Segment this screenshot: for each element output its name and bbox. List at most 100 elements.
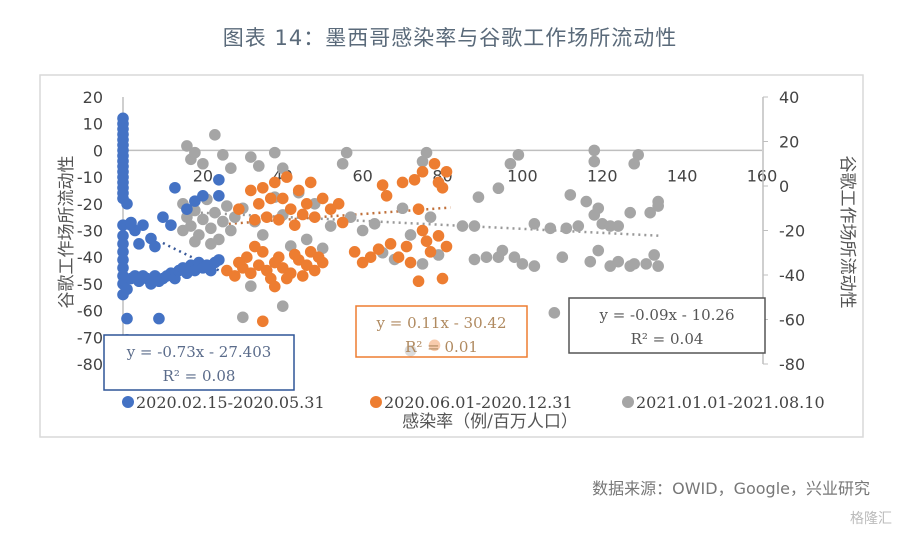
- data-point-series-2: [304, 176, 317, 189]
- y-axis-label: 谷歌工作场所流动性: [57, 156, 77, 309]
- x-tick-label: 120: [587, 166, 618, 185]
- data-point-series-1: [117, 238, 129, 250]
- data-point-series-2: [260, 211, 273, 223]
- source-note: 数据来源：OWID，Google，兴业研究: [592, 479, 870, 498]
- data-point-series-3: [528, 218, 541, 230]
- data-point-series-2: [408, 173, 421, 186]
- legend-marker: [122, 396, 134, 408]
- data-point-series-3: [528, 260, 541, 272]
- data-point-series-2: [280, 171, 293, 183]
- data-point-series-3: [205, 222, 217, 235]
- data-point-series-2: [300, 198, 313, 210]
- data-point-series-3: [181, 211, 193, 223]
- data-point-series-3: [560, 222, 573, 235]
- legend-item-1: 2020.02.15-2020.05.31: [122, 393, 325, 412]
- data-point-series-1: [125, 216, 137, 229]
- data-point-series-3: [268, 146, 281, 159]
- data-point-series-1: [149, 240, 161, 253]
- data-point-series-3: [256, 229, 269, 241]
- trend-r-squared: R² = 0.01: [405, 338, 478, 356]
- data-point-series-2: [392, 251, 405, 263]
- data-point-series-1: [157, 211, 169, 223]
- data-point-series-2: [436, 272, 449, 285]
- data-point-series-3: [516, 258, 529, 270]
- trend-equation-box-3: y = -0.09x - 10.26 R² = 0.04: [568, 297, 766, 354]
- data-point-series-3: [189, 235, 201, 248]
- data-point-series-3: [592, 244, 605, 257]
- data-point-series-3: [640, 258, 652, 270]
- y2-tick-label: 20: [779, 133, 799, 152]
- data-point-series-2: [268, 176, 281, 189]
- x-tick-label: 100: [507, 166, 538, 185]
- data-point-series-2: [384, 238, 397, 250]
- y-tick-label: -70: [77, 328, 103, 347]
- data-point-series-2: [440, 165, 453, 178]
- data-point-series-3: [217, 149, 229, 161]
- trend-equation: y = -0.09x - 10.26: [598, 306, 734, 324]
- data-point-series-1: [213, 173, 225, 186]
- data-point-series-2: [233, 203, 245, 215]
- data-point-series-3: [632, 149, 644, 161]
- data-point-series-3: [181, 140, 193, 152]
- y-tick-label: -80: [77, 355, 103, 374]
- data-point-series-3: [225, 224, 237, 237]
- data-point-series-3: [472, 191, 485, 203]
- data-point-series-2: [416, 165, 429, 178]
- data-point-series-2: [312, 251, 325, 263]
- data-point-series-3: [356, 224, 369, 237]
- data-point-series-1: [117, 262, 129, 274]
- data-point-series-2: [256, 181, 269, 194]
- chart-title: 图表 14：墨西哥感染率与谷歌工作场所流动性: [222, 26, 678, 50]
- data-point-series-2: [396, 176, 409, 189]
- data-point-series-3: [189, 146, 201, 159]
- legend-item-2: 2020.06.01-2020.12.31: [370, 393, 573, 412]
- data-point-series-3: [177, 224, 189, 237]
- data-point-series-2: [229, 270, 241, 282]
- data-point-series-3: [324, 220, 337, 232]
- data-point-series-1: [133, 238, 145, 250]
- data-point-series-3: [572, 220, 585, 232]
- data-point-series-2: [376, 179, 389, 191]
- y-tick-label: 20: [83, 88, 103, 107]
- data-point-series-2: [424, 246, 437, 258]
- trend-equation-box-1: y = -0.73x - 27.403 R² = 0.08: [103, 334, 295, 391]
- data-point-series-3: [652, 200, 664, 212]
- y-tick-label: -50: [77, 275, 103, 294]
- y2-tick-label: -60: [779, 311, 805, 330]
- data-point-series-3: [300, 233, 313, 246]
- trend-r-squared: R² = 0.04: [631, 330, 704, 348]
- data-point-series-3: [468, 220, 481, 232]
- y-tick-label: -10: [77, 168, 103, 187]
- y2-tick-label: -20: [779, 222, 805, 241]
- data-point-series-2: [348, 246, 361, 258]
- data-point-series-3: [336, 157, 349, 170]
- data-point-series-2: [272, 214, 285, 226]
- data-point-series-2: [308, 211, 321, 223]
- data-point-series-3: [197, 213, 209, 226]
- data-point-series-2: [436, 181, 449, 194]
- data-point-series-2: [280, 272, 293, 285]
- data-point-series-3: [245, 151, 257, 163]
- data-point-series-1: [137, 219, 149, 231]
- data-point-series-3: [424, 211, 437, 223]
- trend-equation: y = 0.11x - 30.42: [376, 314, 507, 332]
- data-point-series-2: [264, 192, 277, 205]
- chart-frame: [39, 74, 864, 438]
- data-point-series-1: [117, 230, 129, 242]
- data-point-series-1: [121, 198, 133, 210]
- legend-label: 2021.01.01-2021.08.10: [636, 393, 825, 412]
- data-point-series-3: [628, 258, 640, 270]
- data-point-series-2: [292, 184, 305, 197]
- data-point-series-3: [276, 300, 289, 312]
- x-axis-label: 感染率（例/百万人口）: [402, 412, 578, 432]
- data-point-series-3: [225, 162, 237, 174]
- data-point-series-1: [213, 254, 225, 266]
- x-tick-label: 140: [667, 166, 698, 185]
- data-point-series-3: [276, 162, 289, 174]
- data-point-series-3: [612, 220, 625, 232]
- y2-tick-label: 40: [779, 88, 799, 107]
- data-point-series-3: [209, 129, 221, 141]
- data-point-series-3: [396, 202, 409, 215]
- data-point-series-3: [512, 149, 525, 161]
- trend-r-squared: R² = 0.08: [163, 367, 236, 385]
